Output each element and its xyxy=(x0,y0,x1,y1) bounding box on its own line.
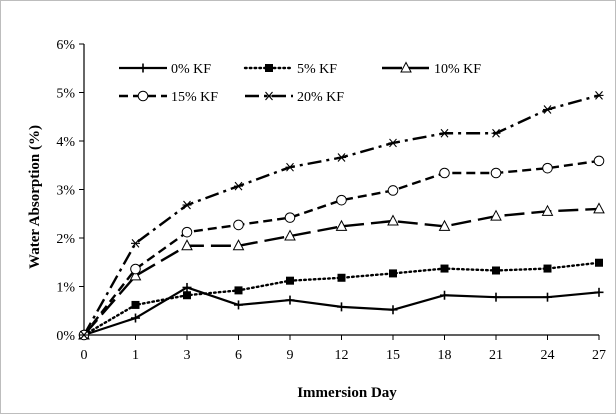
data-point-20pct-kf xyxy=(491,128,501,138)
data-point-10pct-kf xyxy=(335,219,348,231)
data-point-10pct-kf xyxy=(490,209,502,221)
data-point-0pct-kf xyxy=(440,290,449,300)
y-tick-label: 4% xyxy=(56,135,75,150)
data-point-5pct-kf xyxy=(492,266,500,275)
y-axis-title: Water Absorption (%) xyxy=(27,125,43,269)
x-axis-ticks: 0 1 3 6 9 12 15 18 21 24 27 xyxy=(81,335,606,363)
data-point-10pct-kf xyxy=(438,219,451,231)
data-point-15pct-kf xyxy=(490,167,502,179)
data-point-0pct-kf xyxy=(388,305,398,315)
data-point-20pct-kf xyxy=(543,105,552,114)
legend-marker xyxy=(138,63,148,73)
data-point-0pct-kf xyxy=(337,302,346,312)
data-point-0pct-kf xyxy=(594,287,604,297)
x-tick-label: 9 xyxy=(287,348,294,363)
data-point-15pct-kf xyxy=(593,155,605,167)
series-line-10pct-kf xyxy=(83,207,600,336)
legend-label: 5% KF xyxy=(297,62,337,77)
legend-item-10pct-kf: 10% KF xyxy=(382,61,481,77)
data-point-20pct-kf xyxy=(594,91,604,100)
data-point-20pct-kf xyxy=(440,128,449,138)
legend-item-20pct-kf: 20% KF xyxy=(245,90,344,105)
data-point-20pct-kf xyxy=(388,138,398,148)
legend-marker xyxy=(264,91,274,101)
data-point-0pct-kf xyxy=(131,313,140,323)
legend-marker xyxy=(137,90,149,102)
series-line-15pct-kf xyxy=(83,159,600,336)
data-point-15pct-kf xyxy=(542,162,553,174)
data-point-15pct-kf xyxy=(130,263,141,275)
x-tick-label: 21 xyxy=(489,348,503,363)
data-point-15pct-kf xyxy=(233,219,244,231)
y-axis-ticks: 0% 1% 2% 3% 4% 5% 6% xyxy=(56,38,84,344)
y-tick-label: 2% xyxy=(56,232,75,247)
data-point-10pct-kf xyxy=(129,269,142,281)
series-lines xyxy=(82,94,601,337)
legend-label: 15% KF xyxy=(171,90,218,105)
data-point-15pct-kf xyxy=(181,226,193,238)
y-tick-label: 0% xyxy=(56,329,75,344)
legend-item-15pct-kf: 15% KF xyxy=(119,90,218,105)
data-point-5pct-kf xyxy=(440,264,449,273)
legend-item-5pct-kf: 5% KF xyxy=(243,62,337,77)
data-point-20pct-kf xyxy=(79,330,89,340)
data-point-10pct-kf xyxy=(284,229,296,241)
legend-label: 0% KF xyxy=(171,62,211,77)
legend-label: 10% KF xyxy=(434,62,481,77)
data-point-20pct-kf xyxy=(337,153,346,162)
legend-label: 20% KF xyxy=(297,90,344,105)
data-point-5pct-kf xyxy=(131,300,140,309)
y-tick-label: 1% xyxy=(56,281,75,296)
data-point-10pct-kf xyxy=(541,204,554,216)
x-tick-label: 12 xyxy=(335,348,349,363)
data-point-5pct-kf xyxy=(389,269,397,278)
series-line-5pct-kf xyxy=(82,261,601,337)
data-point-5pct-kf xyxy=(543,264,552,273)
x-tick-label: 15 xyxy=(386,348,400,363)
data-point-5pct-kf xyxy=(337,273,346,282)
data-point-10pct-kf xyxy=(232,239,245,251)
data-point-0pct-kf xyxy=(285,295,295,305)
data-point-15pct-kf xyxy=(439,167,450,179)
x-tick-label: 3 xyxy=(184,348,191,363)
data-point-10pct-kf xyxy=(387,214,399,226)
x-tick-label: 1 xyxy=(132,348,139,363)
data-point-10pct-kf xyxy=(593,202,605,214)
data-point-15pct-kf xyxy=(336,194,347,206)
data-point-0pct-kf xyxy=(491,292,501,302)
data-point-15pct-kf xyxy=(284,212,296,223)
data-point-0pct-kf xyxy=(182,282,192,292)
data-point-0pct-kf xyxy=(234,300,243,310)
legend: 0% KF 5% KF 10% KF 15% KF 20% KF xyxy=(119,61,481,105)
x-axis-title: Immersion Day xyxy=(297,385,397,401)
data-point-5pct-kf xyxy=(234,286,243,295)
series-markers xyxy=(78,91,605,341)
legend-marker xyxy=(400,61,412,73)
x-tick-label: 6 xyxy=(235,348,242,363)
data-point-20pct-kf xyxy=(131,238,140,248)
data-point-20pct-kf xyxy=(285,162,295,172)
y-tick-label: 3% xyxy=(56,184,75,199)
y-tick-label: 6% xyxy=(56,38,75,53)
data-point-0pct-kf xyxy=(543,292,552,302)
x-tick-label: 27 xyxy=(592,348,606,363)
x-tick-label: 0 xyxy=(81,348,88,363)
legend-item-0pct-kf: 0% KF xyxy=(119,62,211,77)
axes xyxy=(83,44,599,336)
data-point-5pct-kf xyxy=(595,258,603,267)
data-point-20pct-kf xyxy=(182,200,192,210)
legend-marker xyxy=(265,64,273,72)
data-point-10pct-kf xyxy=(181,239,193,251)
data-point-5pct-kf xyxy=(183,291,191,300)
x-tick-label: 18 xyxy=(438,348,452,363)
data-point-15pct-kf xyxy=(387,185,399,196)
data-point-20pct-kf xyxy=(234,181,243,191)
x-tick-label: 24 xyxy=(541,348,555,363)
y-tick-label: 5% xyxy=(56,87,75,102)
data-point-5pct-kf xyxy=(286,276,294,285)
